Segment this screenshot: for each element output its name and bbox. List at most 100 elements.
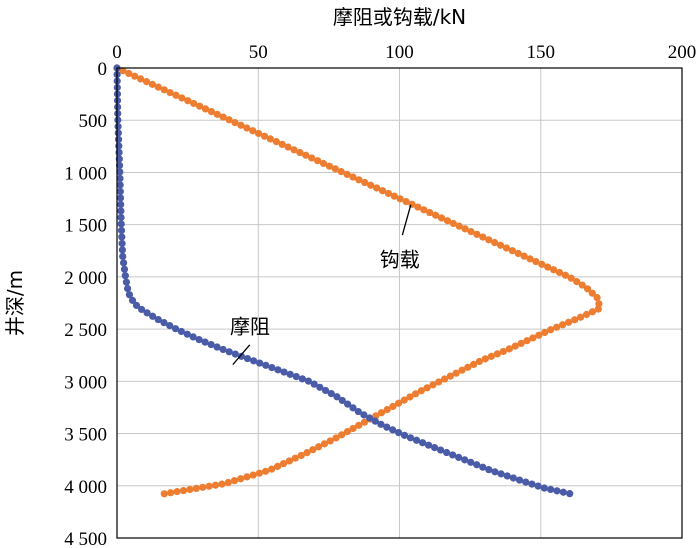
y-tick-label: 3 500 — [64, 425, 107, 446]
tick-labels: 0 50 100 150 200 0 500 1 000 1 500 2 000 2 500 3 00… — [64, 42, 696, 548]
point-hookload — [290, 146, 298, 154]
series-hookload — [113, 64, 603, 498]
point-hookload — [487, 352, 495, 360]
point-friction — [183, 330, 191, 338]
point-hookload — [196, 102, 204, 110]
point-hookload — [315, 443, 323, 451]
point-friction — [114, 116, 122, 124]
point-friction — [123, 284, 132, 293]
point-friction — [116, 168, 124, 176]
point-hookload — [308, 154, 316, 162]
point-hookload — [420, 206, 428, 214]
point-hookload — [325, 162, 334, 170]
point-hookload — [172, 91, 180, 99]
point-friction — [455, 453, 463, 462]
point-friction — [461, 456, 469, 464]
point-friction — [120, 265, 129, 273]
point-friction — [119, 259, 128, 267]
point-hookload — [360, 418, 369, 426]
point-hookload — [573, 278, 581, 286]
point-friction — [443, 448, 451, 457]
y-axis-title: 井深/m — [3, 270, 27, 336]
point-friction — [268, 363, 276, 372]
point-hookload — [452, 369, 460, 377]
point-hookload — [496, 241, 505, 249]
point-hookload — [237, 121, 245, 129]
point-hookload — [412, 390, 420, 398]
point-hookload — [243, 473, 251, 481]
series-layer — [113, 64, 603, 498]
point-hookload — [541, 328, 549, 337]
point-friction — [383, 423, 391, 431]
point-hookload — [249, 471, 257, 479]
point-hookload — [461, 225, 469, 233]
point-friction — [225, 348, 233, 356]
point-hookload — [284, 143, 292, 151]
point-friction — [298, 375, 306, 383]
point-hookload — [523, 337, 531, 345]
point-friction — [559, 488, 567, 496]
point-hookload — [467, 228, 475, 236]
point-hookload — [384, 189, 393, 198]
point-hookload — [355, 421, 363, 429]
point-hookload — [160, 490, 168, 498]
y-tick-label: 2 000 — [64, 268, 107, 289]
friction-leader-line — [232, 344, 251, 366]
point-hookload — [588, 289, 596, 297]
point-hookload — [502, 244, 511, 252]
point-hookload — [319, 159, 328, 168]
point-hookload — [154, 83, 162, 91]
point-hookload — [406, 393, 414, 401]
point-hookload — [219, 113, 227, 121]
point-friction — [219, 345, 227, 354]
point-hookload — [469, 360, 478, 368]
point-friction — [231, 350, 239, 358]
point-hookload — [583, 285, 592, 293]
point-hookload — [119, 67, 127, 75]
point-hookload — [186, 485, 194, 494]
point-friction — [274, 366, 282, 374]
point-hookload — [538, 260, 546, 268]
point-friction — [117, 200, 125, 209]
point-hookload — [199, 483, 207, 491]
point-hookload — [377, 409, 386, 417]
point-hookload — [389, 402, 397, 411]
x-tick-label: 150 — [527, 42, 556, 63]
point-friction — [177, 327, 185, 336]
point-friction — [528, 480, 536, 488]
point-hookload — [302, 151, 310, 159]
point-hookload — [383, 405, 391, 414]
point-friction — [143, 309, 151, 317]
point-hookload — [526, 255, 534, 263]
y-tick-label: 4 000 — [64, 477, 107, 498]
point-friction — [115, 142, 123, 150]
point-hookload — [349, 173, 357, 181]
point-friction — [354, 407, 362, 416]
point-hookload — [268, 465, 276, 473]
point-hookload — [320, 440, 329, 448]
point-friction — [117, 213, 125, 222]
x-tick-label: 0 — [112, 42, 122, 63]
point-friction — [449, 451, 457, 459]
point-friction — [201, 338, 209, 346]
point-friction — [515, 476, 524, 484]
point-hookload — [593, 294, 601, 302]
point-hookload — [224, 478, 232, 487]
x-tick-label: 50 — [249, 42, 268, 63]
point-friction — [118, 239, 126, 248]
point-friction — [333, 393, 341, 401]
point-friction — [547, 485, 555, 494]
point-hookload — [390, 192, 398, 200]
point-hookload — [520, 252, 528, 260]
y-tick-label: 1 000 — [64, 163, 107, 184]
point-hookload — [561, 271, 570, 279]
point-hookload — [266, 135, 275, 143]
point-friction — [316, 383, 324, 391]
point-friction — [491, 468, 499, 476]
point-hookload — [125, 69, 133, 78]
point-friction — [115, 161, 124, 170]
point-hookload — [343, 428, 351, 436]
point-friction — [389, 426, 397, 434]
x-tick-label: 200 — [668, 42, 697, 63]
hookload-leader-line — [401, 204, 412, 236]
